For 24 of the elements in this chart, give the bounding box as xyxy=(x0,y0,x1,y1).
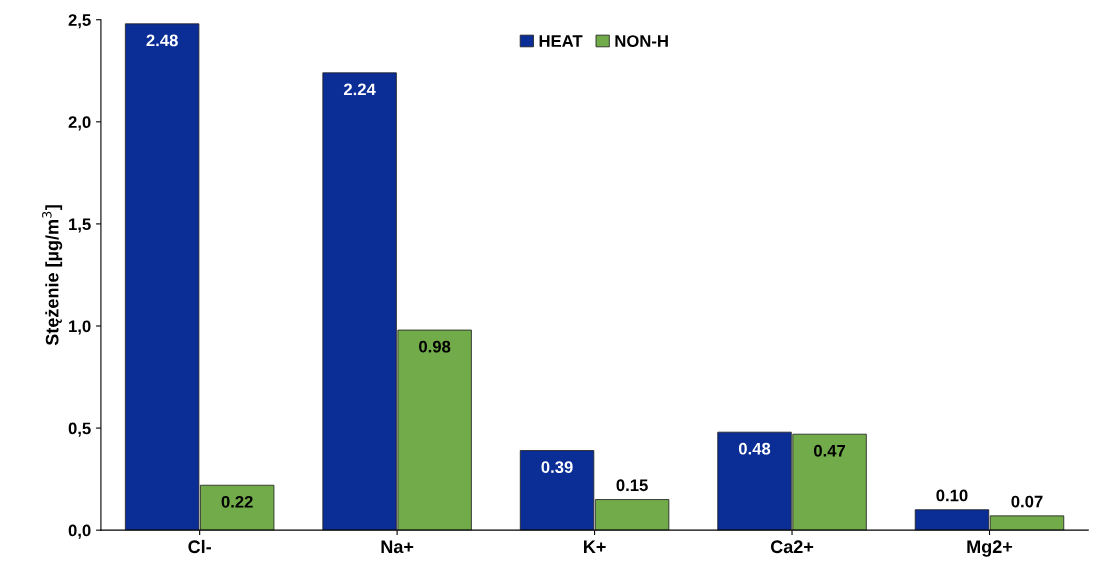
data-label: 2.48 xyxy=(146,34,178,47)
data-label: 0.47 xyxy=(813,444,846,457)
y-tick-label: 1,5 xyxy=(69,218,91,233)
data-label: 0.98 xyxy=(419,340,451,353)
data-label: 2.24 xyxy=(343,83,376,96)
x-tick-label: Na+ xyxy=(381,540,414,554)
x-tick-label: Cl- xyxy=(188,539,211,554)
data-label: 0.10 xyxy=(936,489,968,502)
data-label: 0.48 xyxy=(738,442,771,455)
data-label: 0.39 xyxy=(541,461,573,474)
y-tick-label: 1,0 xyxy=(69,320,91,335)
x-tick-label: Mg2+ xyxy=(967,540,1013,557)
y-axis-title: Stężenie [µg/m$^{3}$] xyxy=(42,205,63,346)
legend-label: NON-H xyxy=(615,35,668,47)
data-label: 0.07 xyxy=(1011,495,1043,508)
y-tick-label: 0,5 xyxy=(68,422,91,437)
y-tick-label: 2,0 xyxy=(68,116,91,131)
data-label: 0.22 xyxy=(221,495,253,508)
x-tick-label: Ca2+ xyxy=(770,540,814,554)
y-tick-label: 0,0 xyxy=(68,524,91,539)
data-label: 0.15 xyxy=(616,479,648,492)
y-tick-label: 2,5 xyxy=(68,14,91,29)
x-tick-label: K+ xyxy=(583,540,606,553)
legend-label: HEAT xyxy=(539,35,583,47)
